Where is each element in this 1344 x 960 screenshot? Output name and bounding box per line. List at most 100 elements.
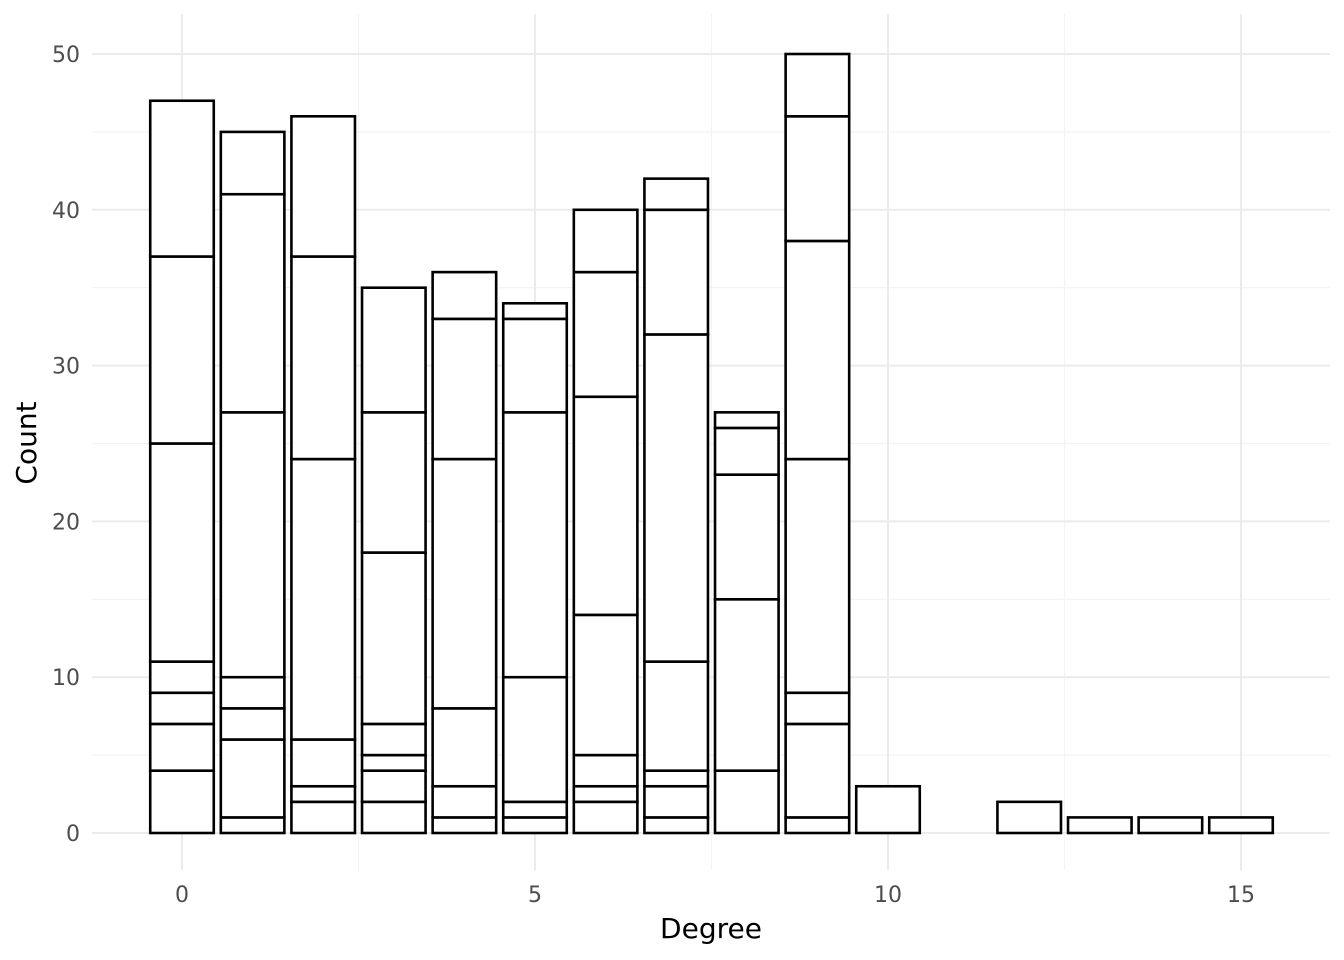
bar-segment	[219, 816, 286, 835]
bar-segment	[431, 457, 498, 710]
bar-segment	[290, 115, 357, 258]
bar-segment	[290, 784, 357, 804]
bar-segment	[431, 317, 498, 461]
bar-segment	[713, 473, 780, 601]
bar-x-12	[996, 800, 1063, 835]
bar-segment	[148, 99, 216, 258]
x-axis-title: Degree	[660, 912, 762, 945]
x-tick-label: 0	[175, 883, 189, 908]
bar-x-3	[360, 286, 427, 835]
bar-segment	[784, 115, 851, 243]
bar-segment	[148, 722, 216, 772]
bar-segment	[148, 255, 216, 445]
x-tick-label: 10	[874, 883, 902, 908]
bar-segment	[572, 784, 639, 804]
bar-segment	[360, 286, 427, 414]
y-tick-label: 50	[52, 43, 80, 68]
bar-segment	[219, 411, 286, 679]
bar-x-9	[784, 52, 851, 835]
y-tick-label: 30	[52, 355, 80, 380]
bar-segment	[431, 270, 498, 321]
y-tick-label: 20	[52, 510, 80, 535]
stacked-bars	[148, 52, 1275, 835]
bar-segment	[643, 816, 710, 835]
bar-x-0	[148, 99, 216, 835]
bar-segment	[643, 784, 710, 819]
bar-x-8	[713, 411, 780, 835]
bar-segment	[501, 675, 569, 804]
bar-segment	[501, 411, 569, 679]
bar-segment	[360, 551, 427, 726]
bar-segment	[572, 753, 639, 788]
bar-segment	[572, 208, 639, 274]
bar-x-1	[219, 130, 286, 835]
bar-segment	[784, 816, 851, 835]
bar-segment	[148, 691, 216, 726]
bar-segment	[360, 722, 427, 757]
bar-segment	[572, 395, 639, 617]
bar-segment	[219, 130, 286, 196]
y-tick-label: 0	[66, 822, 80, 847]
bar-segment	[713, 426, 780, 476]
bar-segment	[784, 691, 851, 726]
bar-segment	[572, 270, 639, 399]
bar-segment	[572, 613, 639, 757]
bar-segment	[360, 411, 427, 554]
bar-segment	[643, 208, 710, 336]
x-tick-label: 15	[1227, 883, 1255, 908]
bar-segment	[431, 707, 498, 788]
bar-segment	[854, 784, 922, 835]
bar-segment	[784, 457, 851, 695]
bar-segment	[148, 660, 216, 695]
x-tick-label: 5	[528, 883, 542, 908]
bar-x-15	[1207, 816, 1275, 835]
tick-labels: 0 5 10 15 0 10 20 30 40 50	[52, 43, 1255, 908]
bar-segment	[290, 738, 357, 788]
bar-segment	[784, 239, 851, 461]
y-tick-label: 10	[52, 666, 80, 691]
bar-segment	[360, 753, 427, 772]
bar-segment	[1207, 816, 1275, 835]
bar-segment	[501, 301, 569, 321]
bar-segment	[713, 411, 780, 430]
bar-segment	[643, 333, 710, 663]
bar-segment	[572, 800, 639, 835]
bar-x-7	[643, 177, 710, 835]
bar-segment	[219, 675, 286, 710]
bar-segment	[1066, 816, 1133, 835]
bar-segment	[290, 457, 357, 741]
bar-segment	[643, 660, 710, 772]
bar-segment	[501, 800, 569, 819]
bar-x-10	[854, 784, 922, 835]
bar-segment	[290, 800, 357, 835]
bar-x-5	[501, 301, 569, 835]
bar-x-4	[431, 270, 498, 835]
bar-segment	[290, 255, 357, 461]
bar-segment	[219, 707, 286, 741]
bar-segment	[713, 597, 780, 772]
bar-segment	[996, 800, 1063, 835]
bar-x-6	[572, 208, 639, 835]
bar-segment	[360, 800, 427, 835]
y-axis-title: Count	[10, 401, 43, 484]
bar-segment	[219, 738, 286, 819]
bar-segment	[1137, 816, 1204, 835]
bar-segment	[713, 769, 780, 835]
bar-x-13	[1066, 816, 1133, 835]
bar-x-2	[290, 115, 357, 835]
bar-segment	[784, 52, 851, 118]
bar-segment	[148, 442, 216, 663]
bar-x-14	[1137, 816, 1204, 835]
bar-segment	[219, 192, 286, 414]
bar-segment	[501, 317, 569, 414]
bar-segment	[148, 769, 216, 835]
bar-segment	[431, 816, 498, 835]
bar-segment	[501, 816, 569, 835]
bar-segment	[784, 722, 851, 819]
y-tick-label: 40	[52, 199, 80, 224]
bar-segment	[431, 784, 498, 819]
bar-segment	[643, 177, 710, 212]
bar-segment	[643, 769, 710, 788]
bar-segment	[360, 769, 427, 804]
